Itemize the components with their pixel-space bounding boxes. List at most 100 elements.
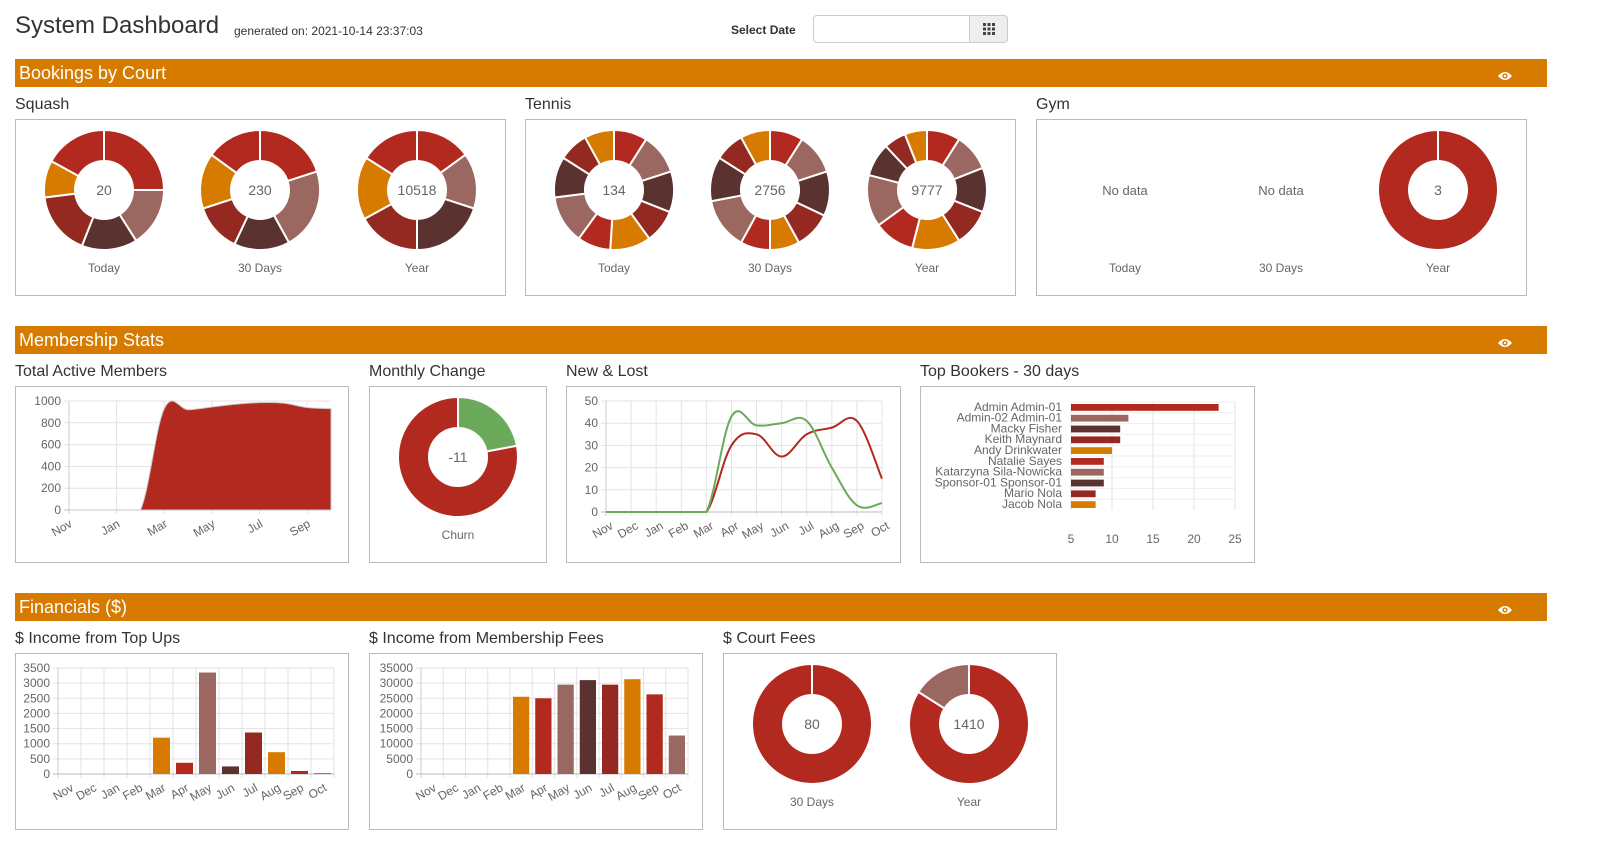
y-tick-label: 3500 [23,661,50,675]
donut-center-value: 9777 [911,182,942,198]
y-tick-label: 30 [585,438,599,452]
donut-segment [903,128,928,165]
donut-label: 30 Days [238,261,282,275]
chart-svg: 134 Today 2756 30 Days 9777 Year [553,128,988,275]
x-tick-label: Nov [49,516,74,539]
donut-segment [751,662,873,785]
donut-center-value: 3 [1434,182,1442,198]
category-label: Keith Maynard [985,432,1062,446]
x-tick-label: Oct [868,518,892,540]
toggle-section-button[interactable] [1497,66,1513,87]
donut-segment [210,128,261,175]
bar [1071,468,1104,476]
donut-label: Today [1109,261,1141,275]
y-tick-label: 30000 [380,676,414,690]
x-tick-label: 5 [1068,532,1075,546]
no-data-text: No data [1102,183,1148,198]
y-tick-label: 2500 [23,691,50,705]
eye-icon [1498,606,1512,614]
chart-svg: 0 200 400 600 800 1000 Nov Jan Mar May Jul Sep [34,394,332,540]
x-tick-label: Sep [636,780,662,803]
donut-segment [397,395,519,518]
generated-timestamp: generated on: 2021-10-14 23:37:03 [234,24,423,38]
donut-center-value: 1410 [953,716,984,732]
calendar-button[interactable] [969,15,1008,43]
chart-title: Monthly Change [369,363,486,380]
top-bookers-chart: 5 10 15 20 25 Admin Admin-01 Admin-02 Admin-01… [920,386,1255,563]
court-panel-squash: 20 Today 230 30 Days 10518 Year [15,119,506,296]
chart-svg: -11 Churn [397,395,519,542]
donut-segment [583,128,615,166]
bar [153,737,170,774]
donut-label: 30 Days [790,795,834,809]
bar [1071,490,1096,498]
chart-svg: No data Today No data 30 Days 3 Year [1102,128,1499,275]
donut-segment [916,662,970,710]
section-header-bookings: Bookings by Court [15,59,1547,87]
donut-center-value: 2756 [754,182,785,198]
y-tick-label: 5000 [386,752,413,766]
bar [1071,501,1096,508]
chart-title: Gym [1036,96,1070,113]
donut-center-value: 80 [804,716,820,732]
y-tick-label: 400 [41,459,61,473]
x-tick-label: May [187,780,214,803]
y-tick-label: 600 [41,438,61,452]
donut-label: Year [405,261,429,275]
category-label: Jacob Nola [1002,497,1062,511]
donut-segment [908,662,1030,785]
donut-segment [1377,128,1499,251]
bar [1071,404,1219,411]
x-tick-label: Nov [51,780,76,803]
y-tick-label: 50 [585,394,599,408]
total-active-chart: 0 200 400 600 800 1000 Nov Jan Mar May Jul Sep [15,386,349,563]
bar [624,679,641,774]
category-label: Natalie Sayes [988,454,1062,468]
y-tick-label: 800 [41,416,61,430]
donut-segment [739,128,771,166]
calendar-grid-icon [982,23,995,35]
chart-title: New & Lost [566,363,648,380]
court-panel-gym: No data Today No data 30 Days 3 Year [1036,119,1527,296]
x-tick-label: Mar [145,516,170,538]
x-tick-label: May [739,518,766,541]
bar [579,680,596,774]
x-tick-label: Jul [240,780,260,800]
x-tick-label: Jan [98,780,122,802]
y-tick-label: 0 [406,767,413,781]
x-tick-label: Jun [767,518,791,540]
bar [513,696,530,774]
chart-title: Tennis [525,96,572,113]
y-tick-label: 3000 [23,676,50,690]
y-tick-label: 200 [41,481,61,495]
chart-title: $ Income from Membership Fees [369,630,604,647]
donut-label: 30 Days [1259,261,1303,275]
x-tick-label: Oct [660,780,684,802]
y-tick-label: 500 [30,752,50,766]
y-tick-label: 35000 [380,661,414,675]
toggle-section-button[interactable] [1497,333,1513,354]
x-tick-label: Aug [816,518,841,541]
date-input[interactable] [813,15,970,43]
chart-title: $ Income from Top Ups [15,630,181,647]
donut-segment [416,197,476,252]
x-tick-label: Jun [213,780,237,802]
membership-fees-chart: 0 5000 10000 15000 20000 25000 30000 35000 Nov De… [369,653,703,830]
section-header-financials: Financials ($) [15,593,1547,621]
x-tick-label: Jul [596,780,616,800]
x-tick-label: Dec [435,780,460,803]
category-label: Admin Admin-01 [974,400,1062,414]
x-tick-label: Jan [642,518,666,540]
eye-icon [1498,72,1512,80]
x-tick-label: Aug [258,780,283,803]
y-tick-label: 40 [585,416,599,430]
x-tick-label: Sep [287,516,313,539]
court-panel-tennis: 134 Today 2756 30 Days 9777 Year [525,119,1016,296]
y-tick-label: 0 [591,505,598,519]
donut-label: Today [88,261,120,275]
bar [176,762,193,774]
toggle-section-button[interactable] [1497,600,1513,621]
bar [291,770,308,774]
court-fees-chart: 80 30 Days 1410 Year [723,653,1057,830]
